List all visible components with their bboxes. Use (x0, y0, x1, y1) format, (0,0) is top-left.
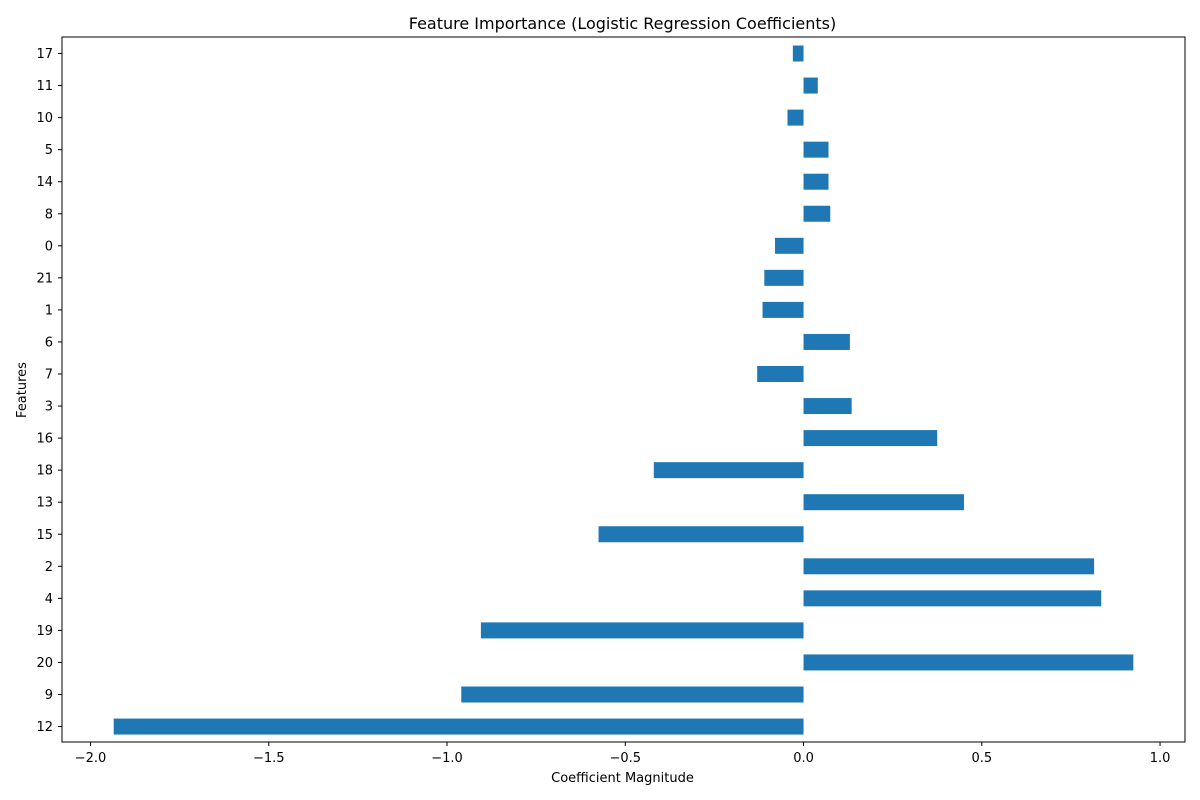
bar-feature-21 (764, 269, 804, 286)
x-tick-label: −2.0 (75, 751, 107, 766)
y-tick-label: 3 (45, 400, 53, 415)
bar-feature-0 (775, 237, 804, 254)
y-tick-label: 16 (36, 432, 53, 447)
bar-feature-6 (803, 333, 850, 350)
plot-frame (61, 36, 1186, 743)
y-tick-label: 17 (36, 47, 53, 62)
bar-feature-10 (787, 109, 804, 126)
y-tick-label: 11 (36, 79, 53, 94)
y-tick-label: 14 (36, 175, 53, 190)
y-tick-label: 19 (36, 624, 53, 639)
bar-feature-1 (762, 301, 804, 318)
y-tick-label: 4 (45, 592, 53, 607)
bar-feature-13 (803, 494, 964, 511)
bar-feature-16 (803, 430, 938, 447)
bar-feature-12 (113, 718, 804, 735)
y-tick-label: 12 (36, 720, 53, 735)
x-tick-label: 0.0 (793, 751, 814, 766)
x-axis-title: Coefficient Magnitude (551, 771, 694, 786)
bar-feature-14 (803, 173, 829, 190)
y-tick-label: 7 (45, 368, 53, 383)
y-tick-label: 10 (36, 111, 53, 126)
y-tick-label: 9 (45, 688, 53, 703)
bar-feature-4 (803, 590, 1102, 607)
y-tick-label: 6 (45, 335, 53, 350)
bar-feature-7 (757, 366, 804, 382)
y-tick-label: 5 (45, 143, 53, 158)
bar-feature-18 (653, 462, 804, 479)
x-ticks-group: −2.0 −1.5 −1.0 −0.5 0.0 0.5 1.0 (75, 742, 1171, 766)
chart-title: Feature Importance (Logistic Regression … (409, 14, 836, 33)
bar-feature-2 (803, 558, 1095, 575)
x-tick-label: 0.5 (971, 751, 992, 766)
y-tick-label: 0 (45, 239, 53, 254)
y-tick-label: 15 (36, 528, 53, 543)
x-tick-label: −1.0 (431, 751, 463, 766)
y-tick-label: 18 (36, 464, 53, 479)
y-tick-label: 13 (36, 496, 53, 511)
bars-group (113, 45, 1134, 735)
y-tick-label: 20 (36, 656, 53, 671)
y-tick-label: 2 (45, 560, 53, 575)
bar-feature-8 (803, 205, 831, 222)
bar-feature-9 (461, 686, 804, 703)
x-tick-label: 1.0 (1150, 751, 1171, 766)
bar-feature-15 (598, 526, 804, 543)
y-tick-label: 21 (36, 271, 53, 286)
y-tick-label: 1 (45, 303, 53, 318)
bar-feature-3 (803, 398, 852, 415)
bar-feature-19 (480, 622, 804, 639)
x-tick-label: −0.5 (609, 751, 641, 766)
bar-feature-11 (803, 77, 818, 94)
bar-feature-20 (803, 654, 1134, 671)
bar-feature-5 (803, 141, 829, 158)
bar-feature-17 (792, 45, 804, 62)
x-tick-label: −1.5 (253, 751, 285, 766)
y-tick-label: 8 (45, 207, 53, 222)
y-axis-title: Features (15, 362, 30, 418)
